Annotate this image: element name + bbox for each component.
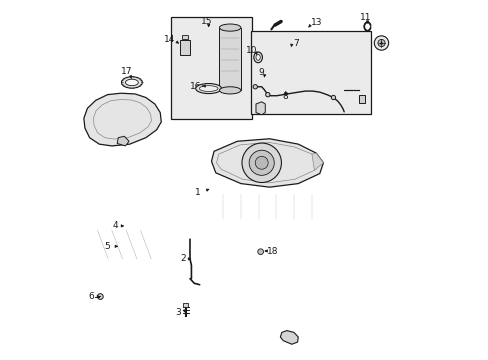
Circle shape: [242, 143, 281, 183]
Text: 7: 7: [293, 39, 299, 48]
Circle shape: [253, 85, 257, 89]
Text: 15: 15: [201, 17, 212, 26]
Ellipse shape: [219, 24, 241, 31]
Text: 3: 3: [175, 308, 181, 317]
Text: 8: 8: [282, 92, 288, 101]
Polygon shape: [255, 102, 265, 115]
Polygon shape: [211, 139, 323, 187]
Ellipse shape: [255, 54, 260, 60]
Circle shape: [377, 40, 384, 46]
Text: 14: 14: [164, 35, 175, 44]
Circle shape: [265, 93, 269, 97]
Ellipse shape: [219, 87, 241, 94]
Polygon shape: [83, 93, 161, 146]
Text: 5: 5: [104, 242, 110, 251]
Text: 2: 2: [181, 255, 186, 264]
Text: 1: 1: [195, 188, 201, 197]
Ellipse shape: [199, 86, 218, 91]
Polygon shape: [117, 136, 129, 146]
Text: 10: 10: [245, 46, 257, 55]
Text: 6: 6: [88, 292, 94, 301]
Text: 13: 13: [310, 18, 321, 27]
Bar: [358, 95, 364, 103]
Bar: [219, 28, 241, 90]
Bar: [182, 35, 187, 39]
Circle shape: [249, 150, 274, 175]
Polygon shape: [311, 153, 323, 170]
Text: 17: 17: [121, 67, 132, 76]
Ellipse shape: [195, 84, 221, 94]
Text: 18: 18: [266, 247, 278, 256]
Bar: [180, 40, 190, 55]
Circle shape: [373, 36, 388, 50]
Text: 16: 16: [190, 82, 202, 91]
Circle shape: [255, 156, 267, 169]
Text: 4: 4: [112, 221, 118, 230]
Bar: [183, 303, 188, 307]
Text: 9: 9: [258, 68, 264, 77]
Ellipse shape: [125, 79, 138, 86]
Circle shape: [330, 95, 335, 100]
Circle shape: [257, 249, 263, 255]
Text: 12: 12: [375, 42, 386, 51]
Text: 11: 11: [359, 13, 371, 22]
Circle shape: [97, 294, 103, 300]
Bar: [250, 31, 370, 114]
Ellipse shape: [121, 77, 142, 88]
Polygon shape: [280, 330, 298, 344]
Ellipse shape: [253, 52, 262, 63]
Bar: [171, 17, 251, 119]
